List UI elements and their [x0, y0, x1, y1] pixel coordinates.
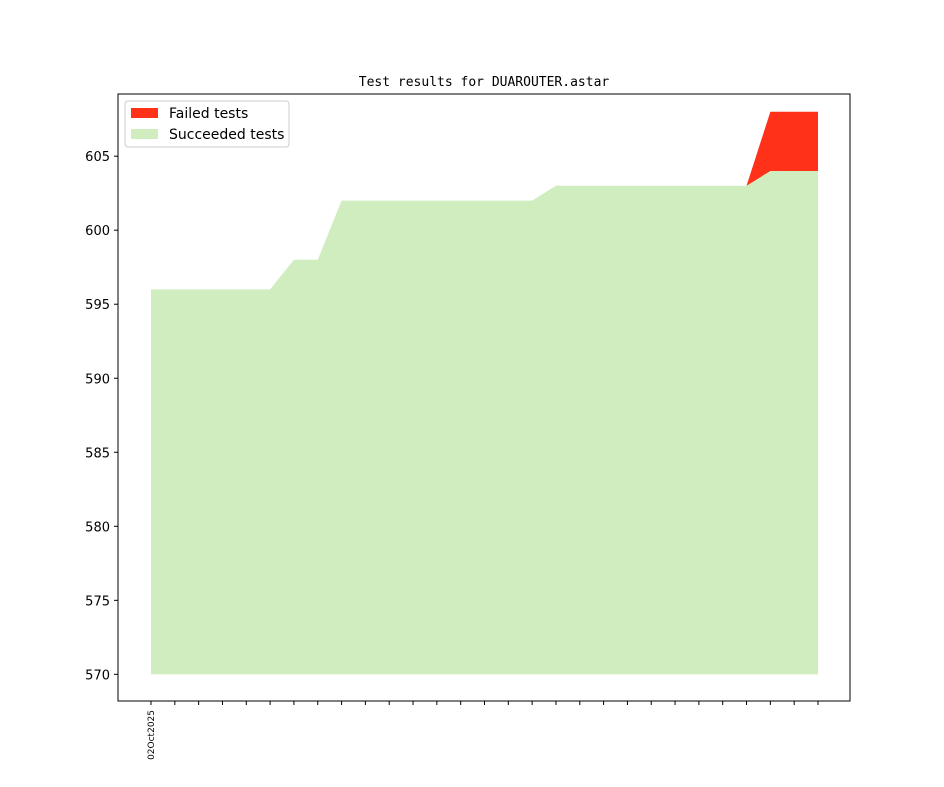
y-axis: 570 575 580 585 590 595 600 605	[85, 150, 118, 683]
area-layer	[151, 111, 818, 675]
x-tick-label: 02Oct2025	[147, 710, 157, 760]
legend: Failed tests Succeeded tests	[124, 100, 290, 148]
y-tick-label: 570	[85, 668, 110, 683]
chart-title: Test results for DUAROUTER.astar	[359, 75, 610, 90]
y-tick-label: 590	[85, 372, 110, 387]
y-tick-label: 600	[85, 224, 110, 239]
area-succeeded-tests	[151, 170, 818, 675]
y-tick-label: 595	[85, 298, 110, 313]
y-tick-label: 580	[85, 520, 110, 535]
y-tick-label: 585	[85, 446, 110, 461]
legend-swatch-failed	[131, 108, 158, 118]
legend-swatch-succeeded	[131, 129, 158, 139]
y-tick-label: 575	[85, 594, 110, 609]
legend-box	[124, 100, 290, 148]
y-tick-label: 605	[85, 150, 110, 165]
legend-label-failed: Failed tests	[169, 106, 248, 122]
legend-label-succeeded: Succeeded tests	[169, 127, 284, 143]
x-axis: 02Oct2025	[147, 701, 819, 760]
